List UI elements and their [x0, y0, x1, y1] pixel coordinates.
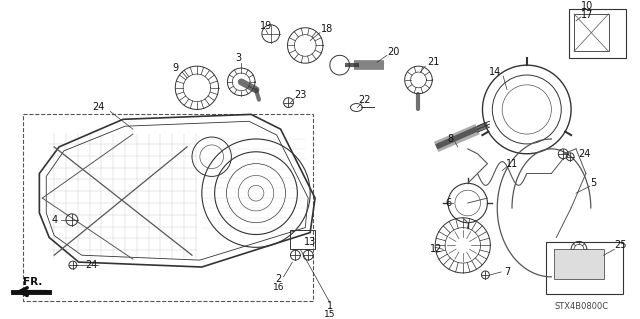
Text: 23: 23	[294, 90, 307, 100]
Text: 18: 18	[321, 24, 333, 34]
Bar	[574, 14, 609, 51]
Text: STX4B0800C: STX4B0800C	[554, 302, 609, 311]
Text: 2: 2	[275, 274, 282, 284]
Text: 13: 13	[304, 237, 316, 248]
Text: 10: 10	[580, 1, 593, 11]
Text: 22: 22	[358, 95, 371, 105]
Text: 21: 21	[427, 57, 440, 67]
Text: 6: 6	[445, 198, 451, 208]
Bar	[547, 242, 623, 293]
Text: FR.: FR.	[23, 277, 42, 287]
Text: 1: 1	[327, 301, 333, 311]
Text: 11: 11	[506, 159, 518, 169]
Text: 14: 14	[489, 67, 501, 77]
Text: 5: 5	[591, 178, 597, 188]
Text: 9: 9	[172, 63, 179, 73]
Text: 16: 16	[273, 283, 284, 292]
Text: 3: 3	[236, 53, 241, 63]
Bar	[22, 115, 313, 301]
Text: 20: 20	[388, 47, 400, 57]
Bar	[291, 230, 315, 249]
Bar	[569, 9, 627, 58]
Text: 4: 4	[51, 215, 57, 225]
Text: 24: 24	[85, 260, 98, 270]
Bar	[554, 249, 604, 279]
Text: 24: 24	[579, 149, 591, 159]
Text: 24: 24	[92, 102, 104, 113]
Text: 25: 25	[614, 240, 627, 250]
Text: 19: 19	[260, 21, 272, 31]
Text: 17: 17	[580, 10, 593, 20]
Text: 7: 7	[504, 267, 510, 277]
Text: 8: 8	[447, 134, 453, 144]
Text: 12: 12	[430, 244, 442, 254]
Text: 15: 15	[324, 310, 335, 319]
